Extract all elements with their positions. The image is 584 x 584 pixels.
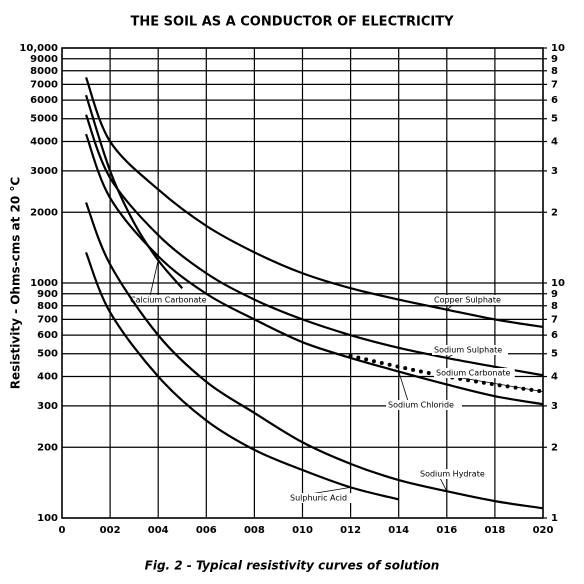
x-tick-label: 010 [292,525,313,536]
x-tick-label: 012 [340,525,361,536]
y2-tick-label: 3 [551,166,558,177]
y2-tick-label: 4 [551,137,558,148]
y-tick-label: 900 [37,289,58,300]
x-tick-label: 008 [244,525,265,536]
y-tick-label: 700 [37,314,58,325]
series-label: Calcium Carbonate [130,296,207,305]
y2-tick-label: 2 [551,207,558,218]
y2-tick-label: 5 [551,114,558,125]
x-tick-label: 018 [484,525,505,536]
label-bg [432,345,508,355]
y-tick-label: 500 [37,349,58,360]
y2-tick-label: 9 [551,54,558,65]
series-label: Sodium Sulphate [434,346,502,355]
label-bg [386,400,462,410]
x-tick-label: 020 [533,525,554,536]
leader-line [439,477,448,492]
y2-tick-label: 7 [551,79,558,90]
y-tick-label: 9000 [30,54,58,65]
caption: Fig. 2 - Typical resistivity curves of s… [145,559,440,573]
y-tick-label: 200 [37,442,58,453]
y2-tick-label: 2 [551,442,558,453]
label-bg [434,368,515,378]
y-tick-label: 6000 [30,95,58,106]
y-tick-label: 1000 [30,278,58,289]
x-tick-label: 016 [436,525,457,536]
x-tick-label: 0 [59,525,66,536]
leader-line [398,371,409,402]
x-tick-label: 002 [100,525,121,536]
leader-line [455,376,544,393]
y2-tick-label: 7 [551,314,558,325]
label-bg [432,295,508,305]
y2-tick-label: 6 [551,95,558,106]
y2-tick-label: 5 [551,349,558,360]
curve [85,133,544,406]
label-bg [128,295,214,305]
curve [85,251,399,501]
series-label: Sodium Carbonate [436,369,511,378]
curve [348,353,545,394]
y2-tick-label: 8 [551,301,558,312]
leader-line [149,260,159,297]
x-tick-label: 006 [196,525,217,536]
y2-tick-label: 10 [551,278,565,289]
y2-tick-label: 8 [551,66,558,77]
y2-tick-label: 3 [551,401,558,412]
y-tick-label: 4000 [30,137,58,148]
label-bg [418,469,490,479]
y-tick-label: 400 [37,372,58,383]
y-tick-label: 100 [37,513,58,524]
label-bg [288,493,360,503]
series-label: Sodium Chloride [388,401,454,410]
curve [85,202,544,510]
y-tick-label: 7000 [30,79,58,90]
y-tick-label: 2000 [30,207,58,218]
series-label: Sodium Hydrate [420,470,485,479]
y2-tick-label: 10 [551,43,565,54]
y-tick-label: 5000 [30,114,58,125]
y2-tick-label: 6 [551,330,558,341]
y2-tick-label: 9 [551,289,558,300]
y-tick-label: 10,000 [19,43,58,54]
y-tick-label: 3000 [30,166,58,177]
chart-title: THE SOIL AS A CONDUCTOR OF ELECTRICITY [131,15,455,30]
series-label: Copper Sulphate [434,296,501,305]
x-tick-label: 004 [148,525,169,536]
y-tick-label: 8000 [30,66,58,77]
y-tick-label: 800 [37,301,58,312]
y-tick-label: 600 [37,330,58,341]
y2-tick-label: 1 [551,513,558,524]
series-label: Sulphuric Acid [290,494,347,503]
y2-tick-label: 4 [551,372,558,383]
x-tick-label: 014 [388,525,409,536]
y-tick-label: 300 [37,401,58,412]
y-axis-label: Resistivity - Ohms-cms at 20 °C [9,177,23,390]
curve [85,114,544,377]
curve [85,94,184,289]
curve [85,76,544,329]
leader-line [309,486,351,495]
